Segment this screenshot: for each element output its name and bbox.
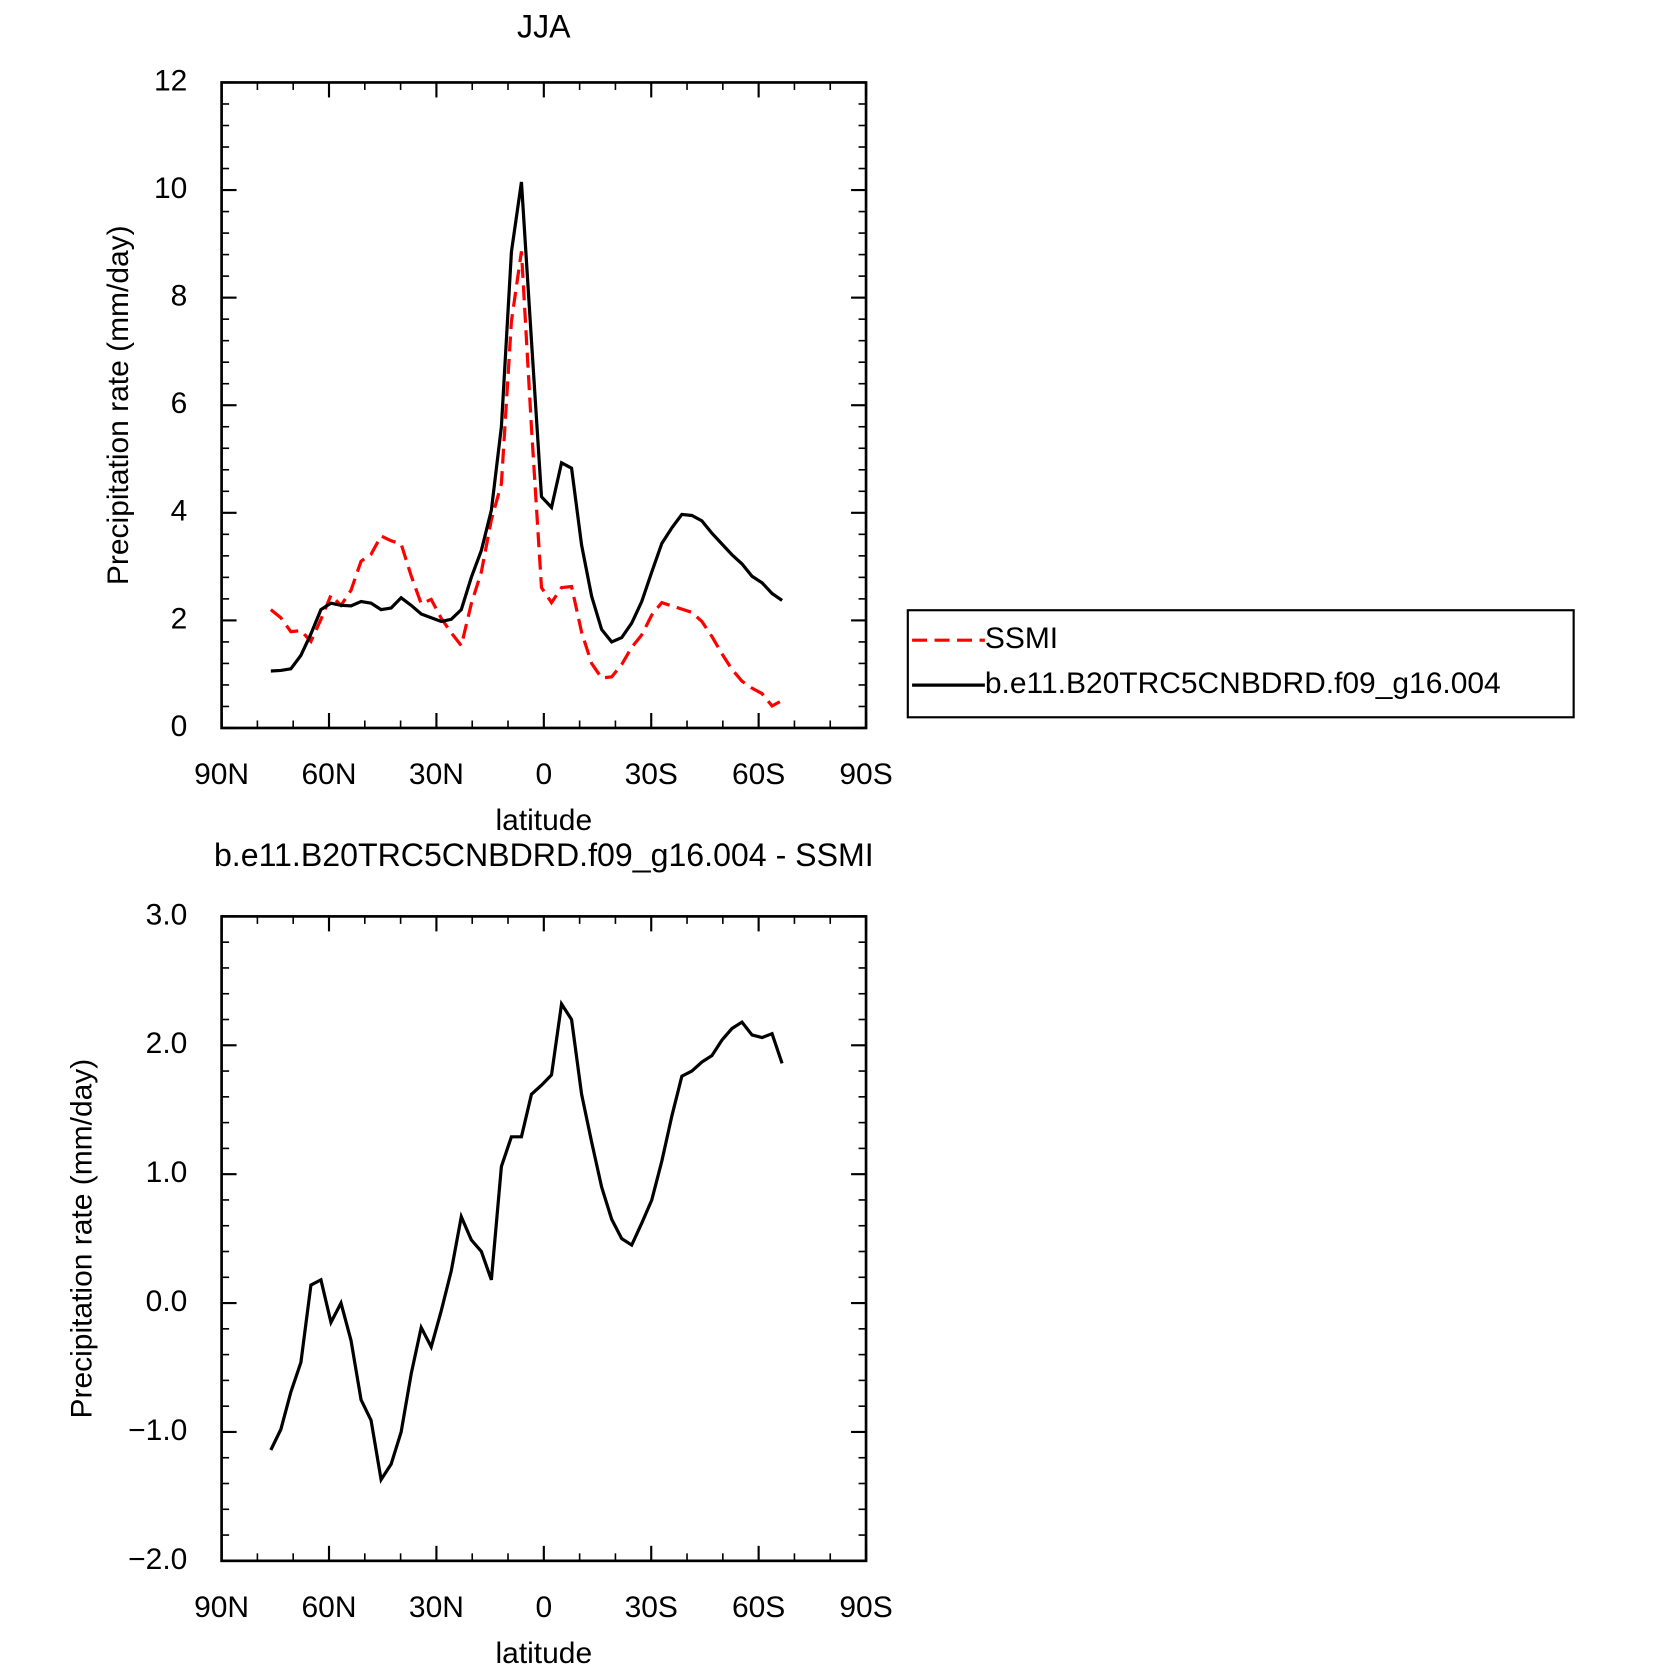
x-tick-label: 30N [409,1591,464,1624]
y-tick-label: 4 [171,495,188,528]
y-tick-label: 10 [154,172,187,205]
y-tick-label: 2 [171,602,188,635]
data-line [269,999,784,1484]
y-tick-label: −2.0 [128,1543,187,1576]
y-tick-label: 8 [171,280,188,313]
y-axis-label: Precipitation rate (mm/day) [65,1059,98,1419]
legend-label: SSMI [985,622,1058,655]
x-axis-label: latitude [496,804,593,837]
y-tick-label: 0.0 [146,1285,188,1318]
x-tick-label: 0 [535,1591,552,1624]
y-tick-label: 6 [171,387,188,420]
x-tick-label: 90S [839,758,892,791]
x-tick-label: 30S [625,758,678,791]
x-tick-label: 60S [732,1591,785,1624]
x-tick-label: 60N [302,1591,357,1624]
chart-title: JJA [517,8,571,44]
x-tick-label: 90N [194,758,249,791]
y-tick-label: −1.0 [128,1414,187,1447]
legend-label: b.e11.B20TRC5CNBDRD.f09_g16.004 [985,667,1501,700]
y-tick-label: 0 [171,710,188,743]
y-tick-label: 2.0 [146,1027,188,1060]
y-tick-label: 1.0 [146,1156,188,1189]
legend-box [906,609,1575,719]
x-tick-label: 30S [625,1591,678,1624]
plot-frame [220,915,868,1563]
y-tick-label: 12 [154,64,187,97]
chart-title: b.e11.B20TRC5CNBDRD.f09_g16.004 - SSMI [214,837,874,873]
x-tick-label: 60S [732,758,785,791]
x-tick-label: 30N [409,758,464,791]
x-tick-label: 90S [839,1591,892,1624]
y-tick-label: 3.0 [146,898,188,931]
data-line [269,251,783,708]
x-axis-label: latitude [496,1637,593,1669]
y-axis-label: Precipitation rate (mm/day) [102,225,135,585]
x-tick-label: 0 [535,758,552,791]
plot-frame [220,81,868,730]
data-line [270,181,784,673]
x-tick-label: 60N [302,758,357,791]
x-tick-label: 90N [194,1591,249,1624]
